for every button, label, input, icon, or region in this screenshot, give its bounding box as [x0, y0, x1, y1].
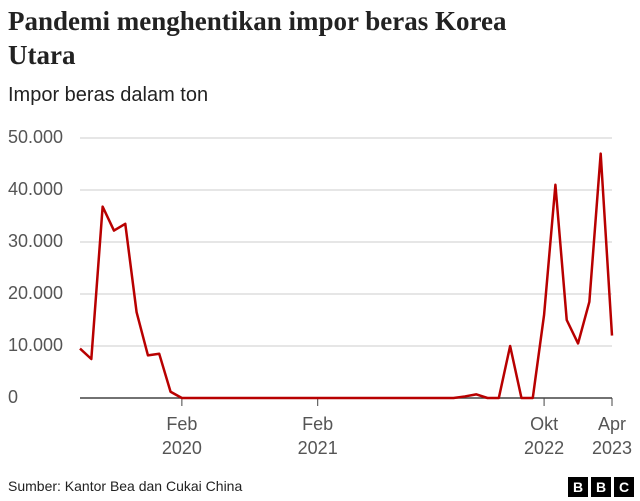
y-tick-label: 0 — [8, 387, 18, 407]
x-tick-label: Feb 2020 — [161, 414, 202, 458]
y-tick-label: 10.000 — [8, 335, 63, 355]
chart-subtitle: Impor beras dalam ton — [8, 84, 209, 106]
x-tick-label: Apr 2023 — [591, 414, 633, 458]
y-tick-label: 40.000 — [8, 179, 63, 199]
logo: B B C — [568, 477, 634, 497]
data-line — [79, 152, 614, 400]
source: Sumber: Kantor Bea dan Cukai China — [8, 478, 243, 494]
logo-letter: B — [591, 477, 611, 497]
y-tick-label: 20.000 — [8, 283, 63, 303]
chart-title: Pandemi menghentikan impor beras Korea U… — [8, 6, 507, 70]
y-tick-label: 30.000 — [8, 231, 63, 251]
logo-letter: B — [568, 477, 588, 497]
y-tick-label: 50.000 — [8, 127, 63, 147]
x-tick-label: Feb 2021 — [297, 414, 338, 458]
logo-letter: C — [614, 477, 634, 497]
x-tick-label: Okt 2022 — [524, 414, 565, 458]
